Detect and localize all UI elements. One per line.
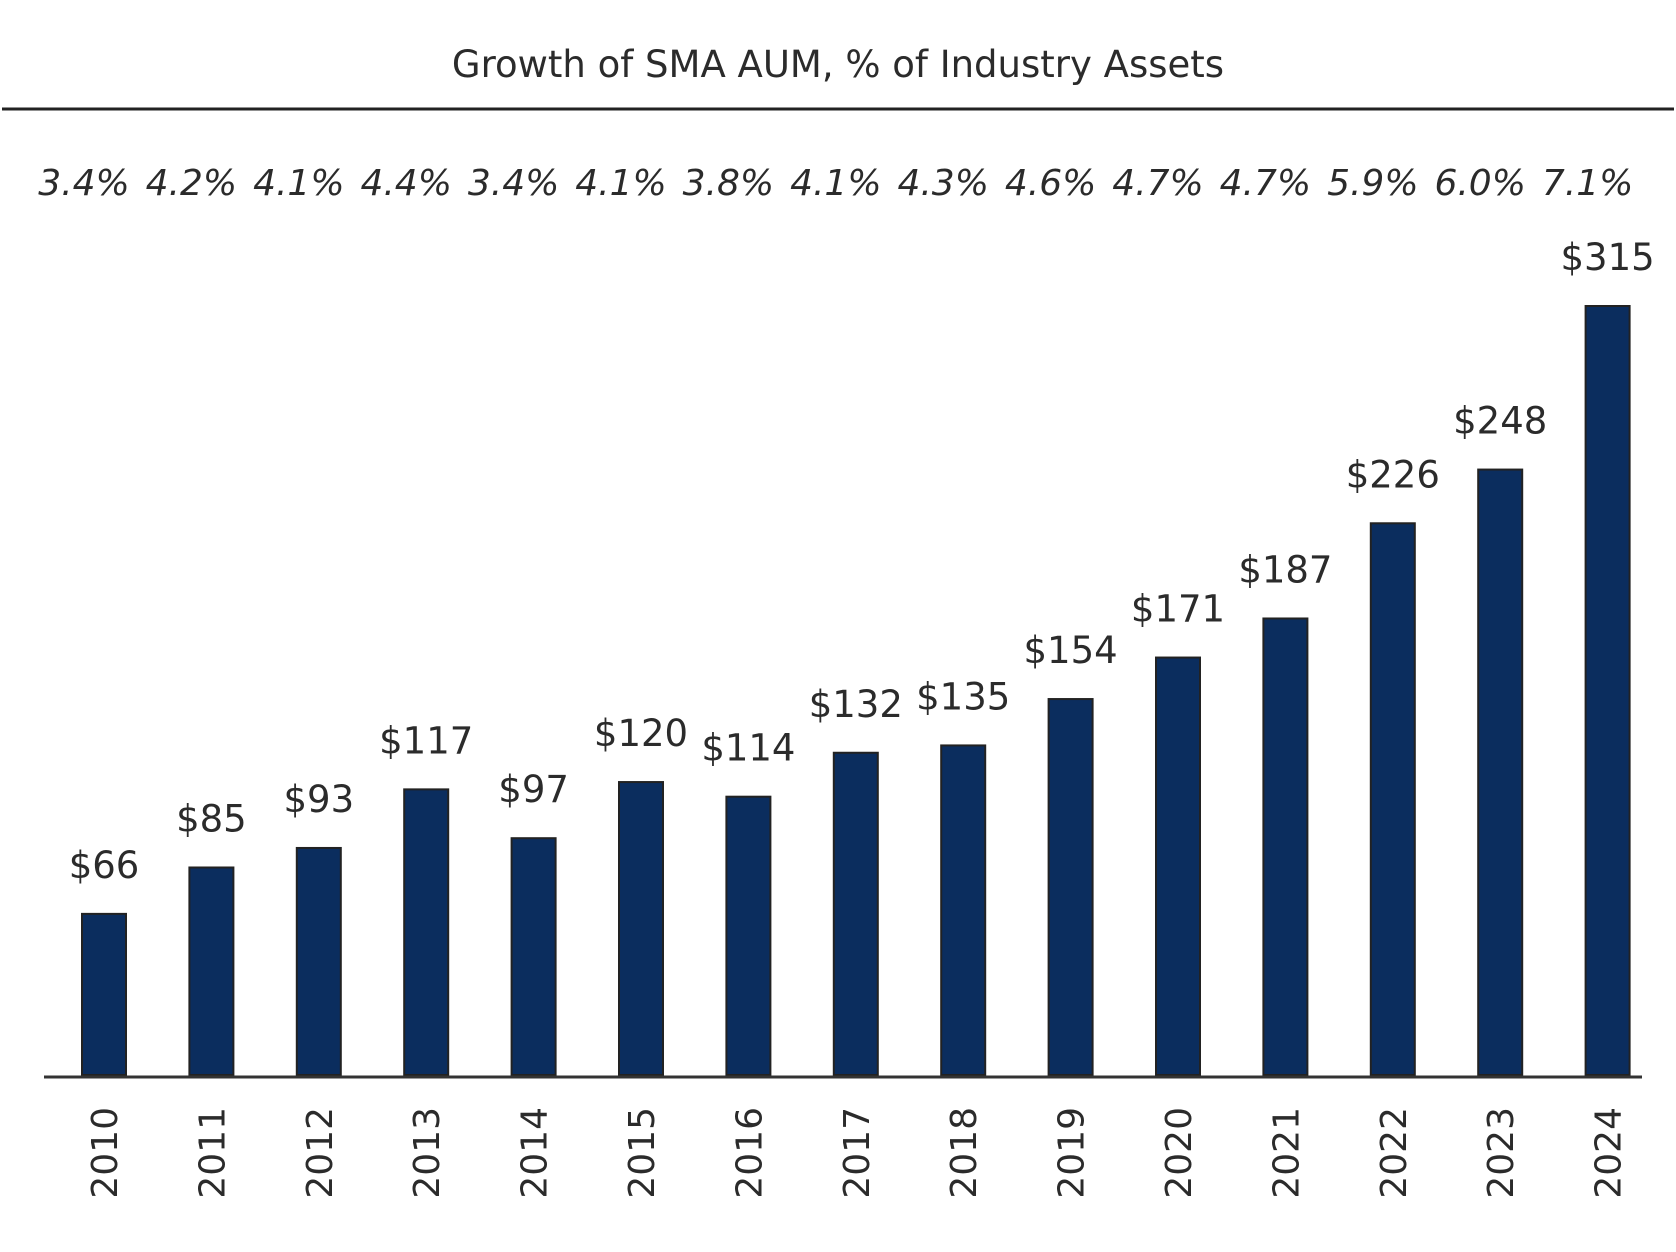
bar-2021 bbox=[1262, 617, 1309, 1076]
value-label-2014: $97 bbox=[498, 768, 569, 811]
bar-2020 bbox=[1155, 656, 1201, 1076]
bar-2022 bbox=[1369, 522, 1416, 1076]
x-tick-label-2019: 2019 bbox=[1052, 1107, 1093, 1199]
percent-label-2016: 3.8% bbox=[683, 163, 774, 204]
percent-label-2017: 4.1% bbox=[790, 163, 881, 204]
percent-label-2021: 4.7% bbox=[1220, 163, 1311, 204]
value-label-2022: $226 bbox=[1346, 453, 1440, 496]
bar-2017 bbox=[832, 751, 879, 1076]
percent-label-2019: 4.6% bbox=[1005, 163, 1096, 204]
value-label-2012: $93 bbox=[283, 778, 354, 821]
percent-label-2010: 3.4% bbox=[38, 163, 129, 204]
value-label-2015: $120 bbox=[594, 712, 688, 755]
x-tick-label-2020: 2020 bbox=[1159, 1107, 1200, 1199]
chart-title: Growth of SMA AUM, % of Industry Assets bbox=[452, 43, 1224, 86]
percent-label-2011: 4.2% bbox=[146, 163, 237, 204]
value-label-2019: $154 bbox=[1024, 629, 1118, 672]
percent-label-2018: 4.3% bbox=[897, 163, 988, 204]
x-tick-label-2023: 2023 bbox=[1481, 1107, 1522, 1199]
bar-2018 bbox=[940, 744, 987, 1077]
value-label-2013: $117 bbox=[379, 719, 473, 762]
bar-2023 bbox=[1477, 468, 1524, 1077]
x-tick-label-2024: 2024 bbox=[1589, 1107, 1630, 1199]
percent-label-2014: 3.4% bbox=[468, 163, 559, 204]
percent-label-2020: 4.7% bbox=[1112, 163, 1203, 204]
value-label-2017: $132 bbox=[809, 683, 903, 726]
x-tick-label-2018: 2018 bbox=[944, 1107, 985, 1199]
bar-2013 bbox=[403, 788, 450, 1076]
x-tick-label-2012: 2012 bbox=[300, 1107, 341, 1199]
bar-2010 bbox=[81, 912, 127, 1077]
x-tick-label-2010: 2010 bbox=[85, 1107, 126, 1199]
bar-2012 bbox=[295, 846, 342, 1077]
x-tick-label-2011: 2011 bbox=[192, 1107, 233, 1199]
bar-2014 bbox=[510, 837, 557, 1077]
x-tick-label-2017: 2017 bbox=[837, 1107, 878, 1199]
value-label-2021: $187 bbox=[1238, 548, 1332, 591]
value-label-2010: $66 bbox=[69, 844, 140, 887]
percent-label-2012: 4.1% bbox=[253, 163, 344, 204]
x-tick-label-2022: 2022 bbox=[1374, 1107, 1415, 1199]
value-label-2020: $171 bbox=[1131, 588, 1225, 631]
bar-2019 bbox=[1047, 698, 1094, 1076]
value-label-2018: $135 bbox=[916, 675, 1010, 718]
x-tick-label-2021: 2021 bbox=[1266, 1107, 1307, 1199]
value-label-2023: $248 bbox=[1453, 400, 1547, 443]
bar-2011 bbox=[188, 866, 235, 1076]
percent-label-2013: 4.4% bbox=[360, 163, 451, 204]
value-label-2024: $315 bbox=[1561, 236, 1655, 279]
percent-label-2015: 4.1% bbox=[575, 163, 666, 204]
percent-label-2022: 5.9% bbox=[1327, 163, 1418, 204]
x-tick-label-2013: 2013 bbox=[407, 1107, 448, 1199]
percent-label-2024: 7.1% bbox=[1542, 163, 1633, 204]
value-label-2011: $85 bbox=[176, 797, 247, 840]
bar-2015 bbox=[618, 781, 664, 1076]
x-tick-label-2015: 2015 bbox=[622, 1107, 663, 1199]
bar-2024 bbox=[1584, 305, 1631, 1076]
x-tick-label-2016: 2016 bbox=[729, 1107, 770, 1199]
x-tick-label-2014: 2014 bbox=[515, 1107, 556, 1199]
bar-2016 bbox=[725, 795, 772, 1076]
value-label-2016: $114 bbox=[701, 727, 795, 770]
percent-label-2023: 6.0% bbox=[1434, 163, 1525, 204]
